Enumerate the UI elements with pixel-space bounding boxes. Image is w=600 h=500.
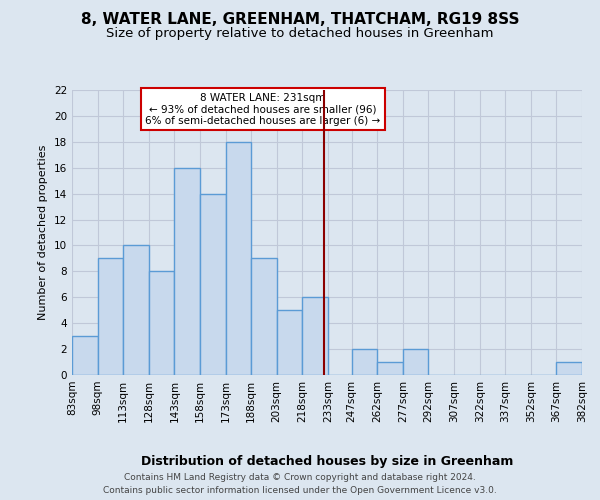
Text: 8 WATER LANE: 231sqm
← 93% of detached houses are smaller (96)
6% of semi-detach: 8 WATER LANE: 231sqm ← 93% of detached h… [145, 92, 380, 126]
Bar [149, 272, 175, 375]
Bar [123, 246, 149, 375]
Text: Distribution of detached houses by size in Greenham: Distribution of detached houses by size … [141, 454, 513, 468]
Bar [302, 298, 328, 375]
Bar [200, 194, 226, 375]
Bar [226, 142, 251, 375]
Bar [352, 349, 377, 375]
Bar [98, 258, 123, 375]
Text: Size of property relative to detached houses in Greenham: Size of property relative to detached ho… [106, 28, 494, 40]
Bar [72, 336, 98, 375]
Text: 8, WATER LANE, GREENHAM, THATCHAM, RG19 8SS: 8, WATER LANE, GREENHAM, THATCHAM, RG19 … [81, 12, 519, 28]
Bar [403, 349, 428, 375]
Bar [556, 362, 582, 375]
Bar [377, 362, 403, 375]
Text: Contains HM Land Registry data © Crown copyright and database right 2024.
Contai: Contains HM Land Registry data © Crown c… [103, 473, 497, 495]
Bar [175, 168, 200, 375]
Bar [277, 310, 302, 375]
Bar [251, 258, 277, 375]
Y-axis label: Number of detached properties: Number of detached properties [38, 145, 49, 320]
